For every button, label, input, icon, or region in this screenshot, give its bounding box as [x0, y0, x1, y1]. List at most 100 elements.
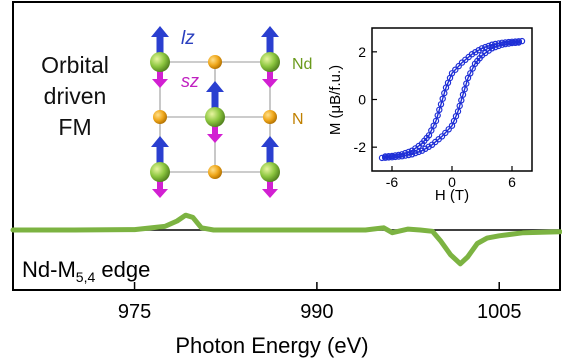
lz-arrow-head — [151, 26, 169, 37]
hysteresis-marker — [437, 101, 445, 108]
edge-label-tail: edge — [95, 257, 150, 282]
hysteresis-marker — [458, 59, 466, 66]
sz-arrow-shaft — [157, 70, 163, 80]
nd-atom — [205, 107, 225, 127]
hysteresis-marker — [505, 40, 512, 47]
n-atom-label: N — [292, 111, 304, 128]
lz-arrow-shaft — [156, 35, 164, 54]
crystal-schematic: lz sz Nd N — [150, 26, 312, 198]
atoms — [150, 26, 280, 198]
nd-atom — [150, 162, 170, 182]
inset-y-tick-label: -2 — [354, 139, 367, 155]
sz-arrow-shaft — [267, 180, 273, 190]
hysteresis-marker — [495, 40, 502, 47]
hysteresis-marker — [455, 62, 462, 70]
hysteresis-marker — [454, 108, 462, 115]
hysteresis-marker — [382, 154, 389, 161]
hysteresis-marker — [515, 39, 522, 46]
lz-arrow-shaft — [266, 35, 274, 54]
hysteresis-marker — [445, 126, 452, 133]
hysteresis-marker — [456, 102, 463, 110]
hysteresis-marker — [482, 43, 489, 51]
nd-atom — [260, 162, 280, 182]
hysteresis-marker — [502, 40, 509, 48]
hysteresis-marker — [442, 129, 449, 137]
hysteresis-marker — [395, 153, 402, 160]
hysteresis-marker — [412, 149, 419, 157]
x-axis-title: Photon Energy (eV) — [175, 333, 368, 358]
hysteresis-marker — [442, 84, 450, 91]
x-tick-label: 1005 — [477, 301, 522, 323]
hysteresis-marker — [385, 154, 392, 161]
sz-arrow-head — [207, 134, 223, 143]
x-tick-label: 975 — [118, 301, 151, 323]
hysteresis-marker — [498, 41, 506, 48]
note-line-1: Orbital — [41, 52, 109, 78]
n-atom — [208, 55, 222, 69]
xmcd-series-line — [10, 212, 562, 267]
plot-frame — [12, 1, 561, 291]
nd-atom — [150, 52, 170, 72]
hysteresis-marker — [378, 154, 386, 162]
x-axis-ticks: 975 990 1005 — [118, 282, 522, 323]
hysteresis-marker — [461, 85, 468, 93]
inset-y-ticks: 2 0 -2 — [354, 44, 377, 155]
hysteresis-marker — [438, 133, 446, 140]
hysteresis-marker — [392, 153, 399, 161]
sz-label: sz — [181, 71, 199, 91]
sz-arrow-shaft — [157, 180, 163, 190]
inset-x-tick-label: 6 — [508, 174, 516, 190]
hysteresis-marker — [478, 45, 486, 52]
x-tick-label: 990 — [300, 301, 333, 323]
sz-arrow-head — [262, 189, 278, 198]
edge-label: Nd-M5,4 edge — [22, 257, 150, 285]
hysteresis-marker — [408, 151, 416, 158]
hysteresis-marker — [402, 152, 409, 159]
sz-arrow-shaft — [212, 125, 218, 135]
n-atom — [153, 110, 167, 124]
hysteresis-inset: -6 0 6 2 0 -2 H (T) M (μB/f.u.) — [322, 10, 554, 222]
inset-x-ticks: -6 0 6 — [386, 166, 516, 190]
edge-label-main: Nd-M — [22, 257, 76, 282]
nd-atom-label: Nd — [292, 56, 312, 73]
hysteresis-marker — [415, 148, 422, 156]
n-atom — [263, 110, 277, 124]
hysteresis-marker — [439, 95, 446, 102]
nd-atom — [260, 52, 280, 72]
note-line-3: FM — [58, 114, 91, 140]
hysteresis-marker — [492, 43, 499, 51]
lz-label: lz — [181, 28, 195, 49]
note-line-2: driven — [44, 83, 107, 109]
lz-arrow-shaft — [211, 90, 219, 109]
hysteresis-marker — [512, 39, 519, 47]
hysteresis-marker — [441, 89, 448, 97]
hysteresis-marker — [495, 42, 502, 50]
hysteresis-marker — [452, 66, 459, 73]
sz-arrow-head — [262, 79, 278, 88]
inset-x-title: H (T) — [435, 187, 469, 204]
hysteresis-marker — [398, 152, 406, 160]
hysteresis-marker — [436, 106, 443, 114]
hysteresis-markers — [378, 37, 526, 162]
lz-arrow-head — [261, 136, 279, 147]
lz-arrow-shaft — [266, 145, 274, 164]
hysteresis-marker — [508, 39, 516, 47]
hysteresis-marker — [518, 37, 526, 45]
hysteresis-marker — [459, 91, 467, 98]
sz-arrow-shaft — [267, 70, 273, 80]
xmcd-chart: 975 990 1005 Photon Energy (eV) Orbital dr… — [10, 1, 562, 358]
inset-y-tick-label: 0 — [358, 92, 366, 108]
inset-y-title: M (μB/f.u.) — [327, 65, 344, 135]
lz-arrow-head — [206, 81, 224, 92]
hysteresis-marker — [434, 112, 441, 119]
sz-arrow-head — [152, 79, 168, 88]
n-atom — [208, 165, 222, 179]
inset-x-tick-label: 0 — [448, 174, 456, 190]
hysteresis-marker — [418, 147, 426, 154]
hysteresis-marker — [488, 45, 496, 52]
hysteresis-marker — [463, 80, 470, 87]
lz-arrow-head — [261, 26, 279, 37]
hysteresis-marker — [467, 70, 474, 77]
edge-label-sub: 5,4 — [76, 269, 96, 285]
